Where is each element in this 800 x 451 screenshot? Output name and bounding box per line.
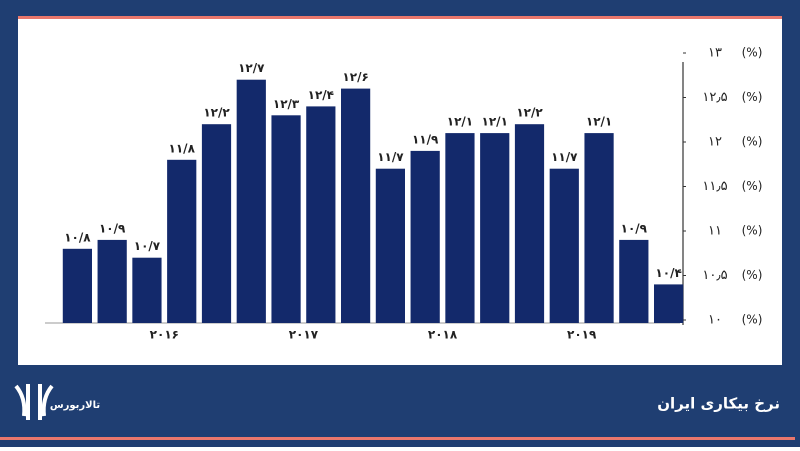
chart-title: نرخ بیکاری ایران [657,395,780,413]
y-tick-label: ۱۰٫۵ [702,268,727,283]
logo: تالاربورس [14,384,101,420]
y-tick-label: ۱۲٫۵ [702,90,727,105]
bar [271,115,301,323]
y-tick-unit: (%) [742,90,763,104]
value-label: ۱۱/۷ [551,150,578,164]
y-tick-unit: (%) [742,135,763,149]
bar [514,124,545,323]
bar [341,88,371,323]
y-tick-label: ۱۱ [708,224,722,239]
bar [236,79,266,323]
x-tick-label: ۲۰۱۷ [289,328,319,342]
y-tick-unit: (%) [742,268,763,282]
y-tick-unit: (%) [742,179,763,193]
bar [480,133,510,323]
bar [62,248,92,323]
value-label: ۱۲/۴ [308,88,334,102]
value-label: ۱۱/۹ [412,132,439,146]
value-label: ۱۰/۸ [64,230,91,244]
y-tick-unit: (%) [742,313,763,327]
bar [410,150,440,323]
bar [654,284,684,323]
bar [445,133,475,323]
footer-accent [0,437,795,440]
value-label: ۱۲/۱ [482,115,508,129]
value-label: ۱۲/۶ [342,70,368,84]
value-label: ۱۱/۷ [377,150,404,164]
value-label: ۱۲/۲ [516,106,543,120]
value-label: ۱۲/۱ [586,115,612,129]
bar [97,239,127,323]
value-label: ۱۰/۷ [134,239,161,253]
y-tick-label: ۱۰ [708,313,722,328]
value-label: ۱۲/۷ [238,61,265,75]
y-tick-label: ۱۱٫۵ [702,179,727,194]
value-label: ۱۰/۹ [99,221,126,235]
bar [201,124,232,323]
value-label: ۱۰/۹ [621,221,648,235]
bar [549,168,579,323]
logo-mark [14,384,54,420]
logo-text: تالاربورس [50,400,101,411]
bar [584,133,614,323]
value-label: ۱۲/۳ [273,97,300,111]
y-tick-unit: (%) [742,46,763,60]
y-tick-unit: (%) [742,224,763,238]
x-tick-label: ۲۰۱۹ [567,328,597,342]
bar [132,257,162,323]
bar [167,159,197,323]
bar [306,106,336,324]
panel-accent [18,16,782,19]
value-label: ۱۰/۴ [655,266,681,280]
x-tick-label: ۲۰۱۸ [428,328,458,342]
y-tick-label: ۱۲ [708,135,722,150]
value-label: ۱۲/۲ [203,106,230,120]
bar [375,168,405,323]
y-tick-label: ۱۳ [708,46,722,61]
bar [619,239,649,323]
value-label: ۱۲/۱ [447,115,473,129]
x-tick-label: ۲۰۱۶ [150,328,179,342]
value-label: ۱۱/۸ [169,141,196,155]
